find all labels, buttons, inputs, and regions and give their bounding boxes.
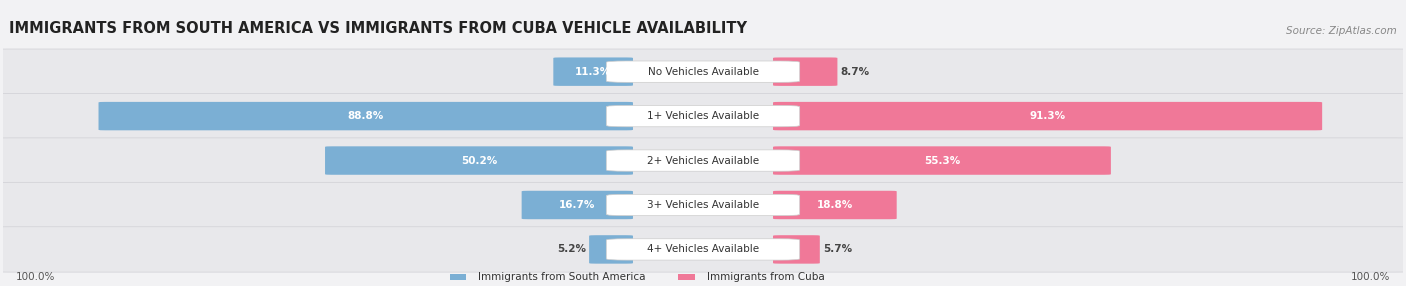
FancyBboxPatch shape bbox=[678, 274, 695, 280]
Text: 18.8%: 18.8% bbox=[817, 200, 853, 210]
FancyBboxPatch shape bbox=[522, 191, 633, 219]
Text: 3+ Vehicles Available: 3+ Vehicles Available bbox=[647, 200, 759, 210]
Text: Immigrants from South America: Immigrants from South America bbox=[478, 272, 645, 282]
FancyBboxPatch shape bbox=[773, 146, 1111, 175]
FancyBboxPatch shape bbox=[450, 274, 467, 280]
FancyBboxPatch shape bbox=[606, 150, 800, 171]
Text: 2+ Vehicles Available: 2+ Vehicles Available bbox=[647, 156, 759, 166]
Text: IMMIGRANTS FROM SOUTH AMERICA VS IMMIGRANTS FROM CUBA VEHICLE AVAILABILITY: IMMIGRANTS FROM SOUTH AMERICA VS IMMIGRA… bbox=[10, 21, 748, 36]
FancyBboxPatch shape bbox=[606, 61, 800, 82]
Text: 4+ Vehicles Available: 4+ Vehicles Available bbox=[647, 245, 759, 255]
Text: 11.3%: 11.3% bbox=[575, 67, 612, 77]
Text: 55.3%: 55.3% bbox=[924, 156, 960, 166]
FancyBboxPatch shape bbox=[773, 102, 1322, 130]
Text: 16.7%: 16.7% bbox=[560, 200, 596, 210]
Text: 88.8%: 88.8% bbox=[347, 111, 384, 121]
Text: 5.7%: 5.7% bbox=[823, 245, 852, 255]
FancyBboxPatch shape bbox=[0, 227, 1406, 272]
Text: 100.0%: 100.0% bbox=[15, 272, 55, 282]
Text: 50.2%: 50.2% bbox=[461, 156, 498, 166]
Text: Source: ZipAtlas.com: Source: ZipAtlas.com bbox=[1286, 26, 1396, 36]
FancyBboxPatch shape bbox=[98, 102, 633, 130]
FancyBboxPatch shape bbox=[606, 194, 800, 216]
FancyBboxPatch shape bbox=[606, 239, 800, 260]
FancyBboxPatch shape bbox=[0, 94, 1406, 139]
Text: Immigrants from Cuba: Immigrants from Cuba bbox=[707, 272, 825, 282]
Text: 5.2%: 5.2% bbox=[557, 245, 586, 255]
FancyBboxPatch shape bbox=[589, 235, 633, 264]
Text: No Vehicles Available: No Vehicles Available bbox=[648, 67, 758, 77]
FancyBboxPatch shape bbox=[0, 182, 1406, 228]
Text: 100.0%: 100.0% bbox=[1351, 272, 1391, 282]
FancyBboxPatch shape bbox=[554, 57, 633, 86]
Text: 8.7%: 8.7% bbox=[841, 67, 870, 77]
FancyBboxPatch shape bbox=[773, 235, 820, 264]
Text: 91.3%: 91.3% bbox=[1029, 111, 1066, 121]
Text: 1+ Vehicles Available: 1+ Vehicles Available bbox=[647, 111, 759, 121]
FancyBboxPatch shape bbox=[773, 57, 838, 86]
FancyBboxPatch shape bbox=[606, 106, 800, 127]
FancyBboxPatch shape bbox=[0, 138, 1406, 183]
FancyBboxPatch shape bbox=[0, 49, 1406, 94]
FancyBboxPatch shape bbox=[773, 191, 897, 219]
FancyBboxPatch shape bbox=[325, 146, 633, 175]
